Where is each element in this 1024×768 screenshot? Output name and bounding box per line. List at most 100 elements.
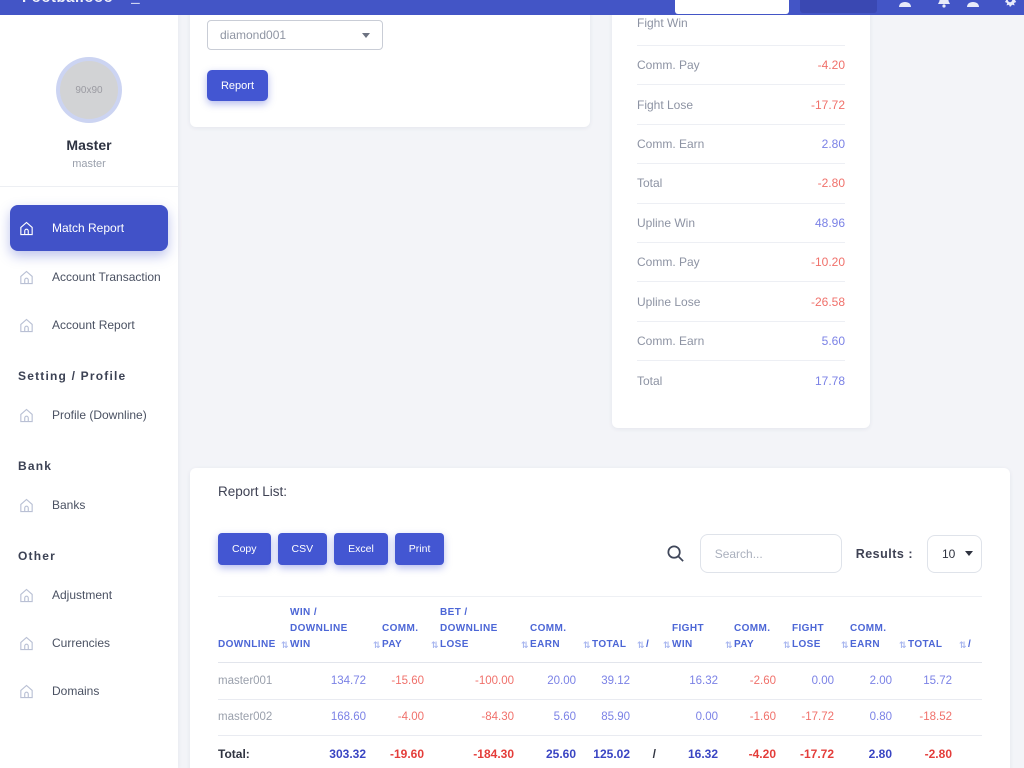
copy-button[interactable]: Copy	[218, 533, 271, 565]
value-cell: 134.72	[290, 662, 382, 700]
sidebar-item-label: Adjustment	[52, 588, 113, 602]
table-controls: Results : 10	[665, 534, 982, 573]
summary-row: Total 17.78	[637, 361, 845, 400]
sidebar-item-adjustment[interactable]: Adjustment	[0, 571, 178, 619]
col-header-downline[interactable]: DOWNLINE ⇅	[218, 596, 290, 663]
home-icon	[18, 407, 35, 424]
total-value-cell: 125.02	[593, 747, 630, 761]
sort-icon: ⇅	[663, 640, 671, 651]
col-header-win-downline-win[interactable]: WIN / DOWNLINE WIN ⇅	[290, 596, 382, 663]
navbar-search-input[interactable]	[675, 0, 789, 14]
home-icon	[18, 269, 35, 286]
print-button[interactable]: Print	[394, 533, 445, 565]
report-button[interactable]: Report	[207, 70, 268, 101]
sidebar-item-domains[interactable]: Domains	[0, 667, 178, 715]
value-cell: -84.30	[440, 699, 530, 736]
summary-value: 17.78	[814, 373, 845, 388]
sidebar-item-label: Account Report	[52, 318, 135, 332]
sidebar-item-label: Currencies	[52, 636, 111, 650]
downline-cell: master002	[218, 699, 290, 736]
results-per-page-select[interactable]: 10	[927, 534, 982, 573]
summary-label: Fight Lose	[637, 97, 694, 112]
total-value-cell	[968, 736, 982, 768]
summary-value: 2.80	[821, 136, 845, 151]
value-cell: 39.12	[592, 662, 646, 700]
value-cell: 5.60	[530, 699, 592, 736]
csv-button[interactable]: CSV	[277, 533, 328, 565]
col-header-fight-lose[interactable]: FIGHT LOSE ⇅	[792, 596, 850, 663]
col-header-comm-pay-2[interactable]: COMM. PAY ⇅	[734, 596, 792, 663]
sidebar-item-banks[interactable]: Banks	[0, 481, 178, 529]
total-value-cell: -17.72	[799, 747, 834, 761]
sort-icon: ⇅	[783, 640, 791, 651]
sort-icon: ⇅	[899, 640, 907, 651]
user-icon[interactable]	[897, 0, 913, 8]
search-icon	[665, 543, 686, 564]
value-cell: 15.72	[908, 662, 968, 700]
navbar-search-button[interactable]	[800, 0, 877, 13]
value-cell: -2.60	[734, 662, 792, 700]
brand-logo[interactable]: Footballooo	[22, 0, 113, 6]
sidebar-section-bank: Bank	[18, 459, 53, 473]
summary-value: -2.80	[817, 176, 845, 191]
top-navbar: Footballooo ☰	[0, 0, 1024, 15]
total-value-cell: /	[652, 747, 656, 761]
profile-username: master	[72, 158, 106, 170]
col-header-fight-win[interactable]: FIGHT WIN ⇅	[672, 596, 734, 663]
total-value-cell: 16.32	[687, 747, 718, 761]
excel-button[interactable]: Excel	[334, 533, 388, 565]
col-header-comm-pay[interactable]: COMM. PAY ⇅	[382, 596, 440, 663]
avatar-placeholder: 90x90	[60, 61, 118, 119]
value-cell: 2.00	[850, 662, 908, 700]
value-cell: -18.52	[908, 699, 968, 736]
export-toolbar: Copy CSV Excel Print	[218, 533, 445, 565]
sidebar-item-profile-downline[interactable]: Profile (Downline)	[0, 391, 178, 439]
total-value-cell: -184.30	[473, 747, 514, 761]
bell-icon[interactable]	[936, 0, 952, 8]
col-header-comm-earn-2[interactable]: COMM. EARN ⇅	[850, 596, 908, 663]
summary-row: Upline Win 48.96	[637, 204, 845, 243]
col-header-slash[interactable]: / ⇅	[646, 596, 672, 663]
summary-row: Comm. Pay -10.20	[637, 243, 845, 283]
menu-toggle-icon[interactable]: ☰	[130, 0, 141, 7]
summary-label: Total	[637, 176, 663, 191]
summary-label: Total	[637, 373, 663, 388]
report-table: DOWNLINE ⇅ WIN / DOWNLINE WIN ⇅ COMM. PAY ⇅…	[218, 596, 982, 768]
sidebar-item-currencies[interactable]: Currencies	[0, 619, 178, 667]
sidebar-item-account-report[interactable]: Account Report	[0, 301, 178, 349]
sidebar: 90x90 Master master Match Report Account…	[0, 15, 178, 768]
sort-icon: ⇅	[521, 640, 529, 651]
downline-cell: master001	[218, 662, 290, 700]
table-row: master002 168.60 -4.00 -84.30 5.60 85.90…	[218, 699, 982, 736]
col-header-comm-earn[interactable]: COMM. EARN ⇅	[530, 596, 592, 663]
table-header-row: DOWNLINE ⇅ WIN / DOWNLINE WIN ⇅ COMM. PAY ⇅…	[218, 596, 982, 663]
sidebar-item-label: Profile (Downline)	[52, 408, 147, 422]
value-cell: 20.00	[530, 662, 592, 700]
sidebar-item-label: Match Report	[52, 221, 125, 235]
home-icon	[18, 220, 35, 237]
sidebar-item-label: Account Transaction	[52, 270, 161, 284]
home-icon	[18, 317, 35, 334]
col-header-total[interactable]: TOTAL ⇅	[592, 596, 646, 663]
total-value-cell: 2.80	[868, 747, 892, 761]
summary-row: Comm. Earn 2.80	[637, 125, 845, 165]
col-header-total-2[interactable]: TOTAL ⇅	[908, 596, 968, 663]
profile-icon[interactable]	[965, 0, 981, 8]
home-icon	[18, 683, 35, 700]
sidebar-section-setting-profile: Setting / Profile	[18, 369, 127, 383]
sidebar-item-match-report[interactable]: Match Report	[10, 205, 168, 251]
summary-value: 5.60	[821, 333, 845, 348]
table-search-input[interactable]	[699, 534, 842, 573]
summary-value: -4.20	[817, 58, 845, 73]
summary-label: Fight Win	[637, 16, 688, 30]
gear-icon[interactable]	[1002, 0, 1018, 8]
sort-icon: ⇅	[431, 640, 439, 651]
sidebar-item-account-transaction[interactable]: Account Transaction	[0, 253, 178, 301]
chevron-down-icon	[362, 32, 370, 38]
col-header-slash-2[interactable]: /	[968, 596, 982, 663]
value-cell	[646, 662, 672, 700]
col-header-bet-downline-lose[interactable]: BET / DOWNLINE LOSE ⇅	[440, 596, 530, 663]
sidebar-section-other: Other	[18, 549, 57, 563]
downline-select[interactable]: diamond001	[207, 20, 383, 50]
total-value-cell: -19.60	[389, 747, 424, 761]
